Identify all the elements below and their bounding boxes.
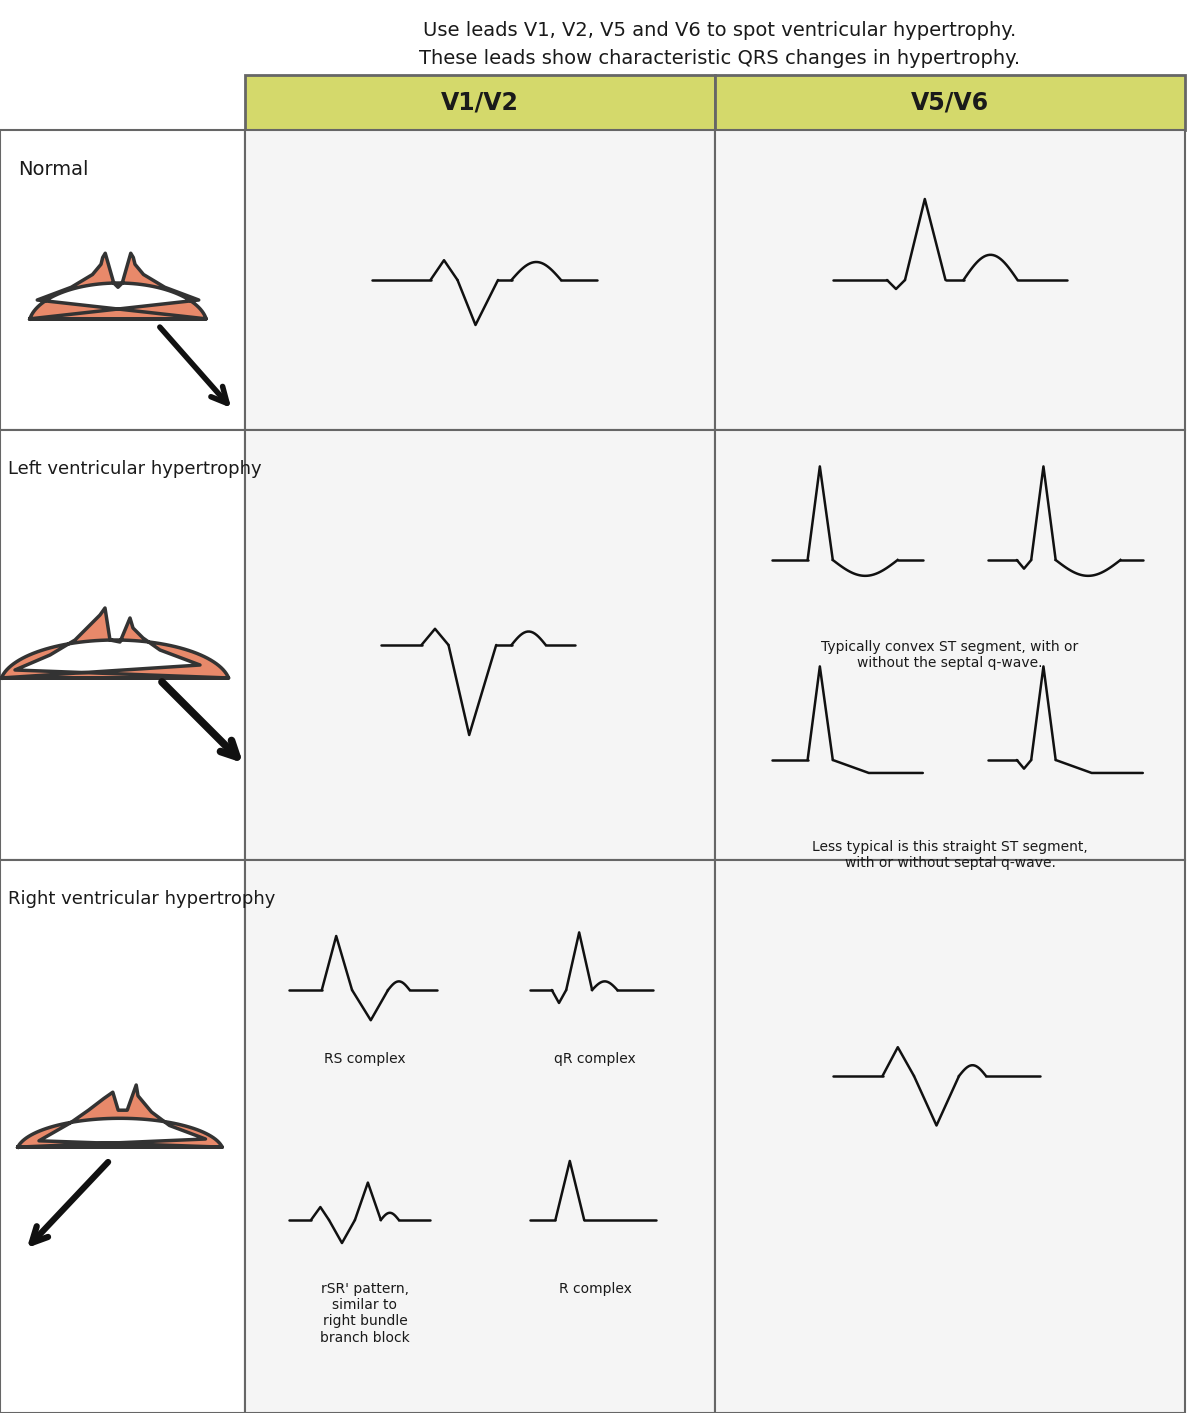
Bar (245, 861, 715, 1413)
Bar (245, 430, 715, 861)
Text: R complex: R complex (558, 1282, 631, 1296)
Text: qR complex: qR complex (554, 1053, 636, 1065)
Bar (715, 75, 1186, 130)
Polygon shape (18, 1085, 222, 1147)
Text: Typically convex ST segment, with or
without the septal q-wave.: Typically convex ST segment, with or wit… (821, 640, 1079, 670)
Text: Left ventricular hypertrophy: Left ventricular hypertrophy (8, 461, 262, 478)
Bar (715, 130, 1186, 430)
Bar (0, 430, 245, 861)
Text: rSR' pattern,
similar to
right bundle
branch block: rSR' pattern, similar to right bundle br… (320, 1282, 410, 1345)
Text: These leads show characteristic QRS changes in hypertrophy.: These leads show characteristic QRS chan… (420, 48, 1020, 68)
Polygon shape (1, 608, 228, 678)
Bar (0, 861, 245, 1413)
Bar (245, 75, 715, 130)
Bar (715, 861, 1186, 1413)
Text: RS complex: RS complex (324, 1053, 406, 1065)
Polygon shape (30, 253, 206, 319)
Bar (0, 130, 245, 430)
Text: Use leads V1, V2, V5 and V6 to spot ventricular hypertrophy.: Use leads V1, V2, V5 and V6 to spot vent… (424, 21, 1016, 40)
Text: Right ventricular hypertrophy: Right ventricular hypertrophy (8, 890, 275, 909)
Bar (715, 430, 1186, 861)
Text: V5/V6: V5/V6 (911, 90, 989, 114)
Text: Normal: Normal (18, 160, 89, 179)
Bar (245, 130, 715, 430)
Text: Less typical is this straight ST segment,
with or without septal q-wave.: Less typical is this straight ST segment… (812, 839, 1088, 870)
Text: V1/V2: V1/V2 (442, 90, 518, 114)
